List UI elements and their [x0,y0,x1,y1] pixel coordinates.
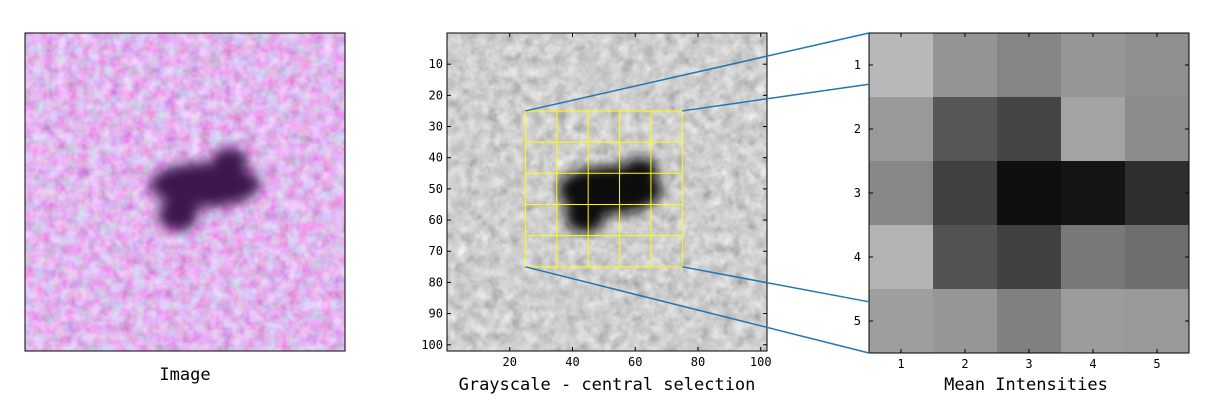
heat-x-tick-label: 5 [1153,357,1160,371]
heat-y-tick-label: 2 [854,122,861,136]
x-tick-label: 20 [503,355,517,369]
y-tick-label: 50 [429,182,443,196]
heatmap-ticks: 1 2 3 4 5 1 2 3 4 5 [854,33,1189,371]
heatmap-cell [1125,97,1190,162]
heatmap-cell [997,225,1062,290]
y-tick-label: 20 [429,88,443,102]
heatmap-cell [997,161,1062,226]
y-tick-label: 40 [429,151,443,165]
x-tick-label: 40 [565,355,579,369]
y-tick-label: 70 [429,244,443,258]
y-tick-label: 90 [429,307,443,321]
heat-x-tick-label: 1 [897,357,904,371]
connector-line [682,83,870,112]
heatmap-cell [1125,225,1190,290]
heatmap-cell [1061,33,1126,98]
mean-panel: 1 2 3 4 5 1 2 3 4 5 Mean Intensities [854,32,1190,395]
heat-x-tick-label: 3 [1025,357,1032,371]
heat-x-tick-label: 4 [1089,357,1096,371]
heat-x-tick-label: 2 [961,357,968,371]
connector-line [525,266,870,354]
heatmap-cell [1061,225,1126,290]
x-tick-label: 60 [628,355,642,369]
dark-spot [150,148,260,231]
grayscale-ticks: 20 40 60 80 100 10 20 30 40 50 60 70 80 90 100 [421,33,772,369]
grayscale-dark-spot [558,158,662,233]
heatmap-cell [933,289,998,354]
y-tick-label: 60 [429,213,443,227]
heat-y-tick-label: 5 [854,314,861,328]
heatmap-cell [997,289,1062,354]
heatmap-cell [869,33,934,98]
heatmap-cell [1061,289,1126,354]
x-tick-label: 100 [750,355,772,369]
y-tick-label: 100 [421,338,443,352]
heatmap-cell [1061,97,1126,162]
y-tick-label: 80 [429,275,443,289]
heatmap-cell [869,289,934,354]
heatmap-cell [1061,161,1126,226]
y-tick-label: 30 [429,120,443,134]
image-title: Image [159,365,210,385]
heat-y-tick-label: 1 [854,58,861,72]
heat-y-tick-label: 3 [854,186,861,200]
heatmap-cell [933,161,998,226]
selection-grid [524,110,683,268]
grayscale-title: Grayscale - central selection [459,375,756,395]
connector-line [525,32,870,112]
heatmap-cell [997,97,1062,162]
heat-y-tick-label: 4 [854,250,861,264]
heatmap-cell [933,97,998,162]
heatmap-cells [869,33,1190,354]
grayscale-panel: 20 40 60 80 100 10 20 30 40 50 60 70 80 90 100 Graysca… [421,32,772,395]
grayscale-frame [446,32,768,352]
heatmap-cell [1125,289,1190,354]
heatmap-cell [869,97,934,162]
mean-title: Mean Intensities [944,375,1108,395]
heatmap-cell [869,225,934,290]
heatmap-cell [1125,161,1190,226]
y-tick-label: 10 [429,57,443,71]
connector-lines [525,32,870,354]
x-tick-label: 80 [691,355,705,369]
heatmap-cell [933,225,998,290]
heatmap-cell [933,33,998,98]
connector-line [682,266,870,303]
heatmap-cell [997,33,1062,98]
image-panel: Image [24,32,346,385]
heatmap-cell [869,161,934,226]
heatmap-cell [1125,33,1190,98]
image-frame [24,32,346,352]
